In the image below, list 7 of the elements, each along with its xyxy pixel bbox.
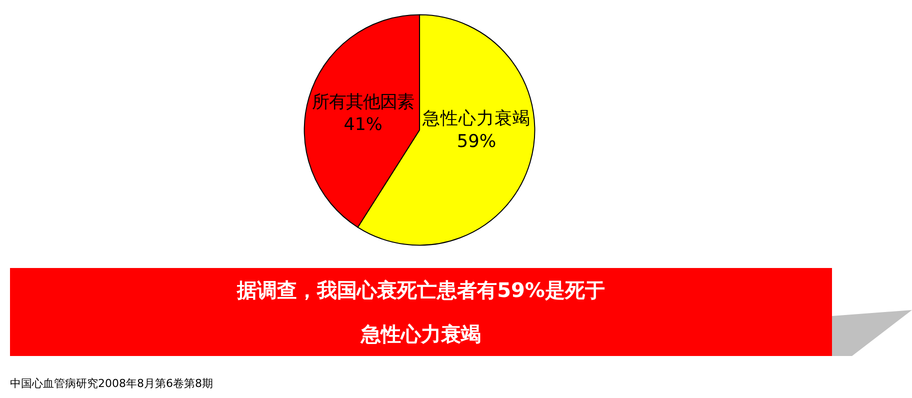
data-label: 59% [456, 132, 496, 152]
slice-label: 所有其他因素 [312, 92, 414, 113]
text: 急性心力衰竭 [360, 321, 482, 348]
text: 中国心血管病研究2008年8月第6卷第8期 [10, 376, 213, 391]
data-label: 41% [344, 115, 382, 136]
text: 据调查，我国心衰死亡患者有59%是死于 [236, 277, 606, 304]
slice-label: 急性心力衰竭 [421, 108, 530, 129]
